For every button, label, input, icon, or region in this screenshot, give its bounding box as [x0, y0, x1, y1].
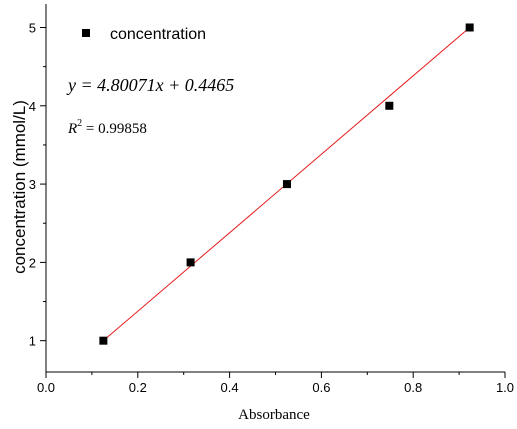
r2-value: = 0.99858 [82, 121, 147, 137]
legend-marker [82, 29, 90, 37]
data-point [385, 101, 394, 110]
x-tick-label: 0.2 [129, 380, 147, 395]
y-tick-label: 1 [29, 334, 36, 349]
y-tick-label: 4 [29, 99, 36, 114]
r-squared: R2 = 0.99858 [67, 118, 147, 137]
y-tick-label: 5 [29, 20, 36, 35]
x-tick-label: 0.4 [221, 380, 239, 395]
axes: 0.0 0.2 0.4 0.6 0.8 1.0 1 2 3 4 5 [29, 4, 514, 395]
r2-symbol: R [67, 121, 77, 137]
data-point [282, 180, 291, 189]
y-axis-title: concentration (mmol/L) [10, 100, 29, 274]
data-point [186, 258, 195, 267]
x-tick-label: 0.0 [37, 380, 55, 395]
r2-superscript: 2 [77, 118, 82, 129]
data-point [99, 336, 108, 345]
x-tick-label: 0.8 [404, 380, 422, 395]
fit-equation: y = 4.80071x + 0.4465 [66, 75, 234, 95]
legend-label: concentration [110, 26, 206, 43]
x-tick-label: 0.6 [312, 380, 330, 395]
data-point [465, 23, 474, 32]
y-tick-label: 2 [29, 255, 36, 270]
data-points [99, 23, 474, 345]
x-axis-title: Absorbance [238, 407, 310, 423]
legend: concentration [82, 26, 206, 43]
y-tick-label: 3 [29, 177, 36, 192]
x-tick-label: 1.0 [496, 380, 514, 395]
